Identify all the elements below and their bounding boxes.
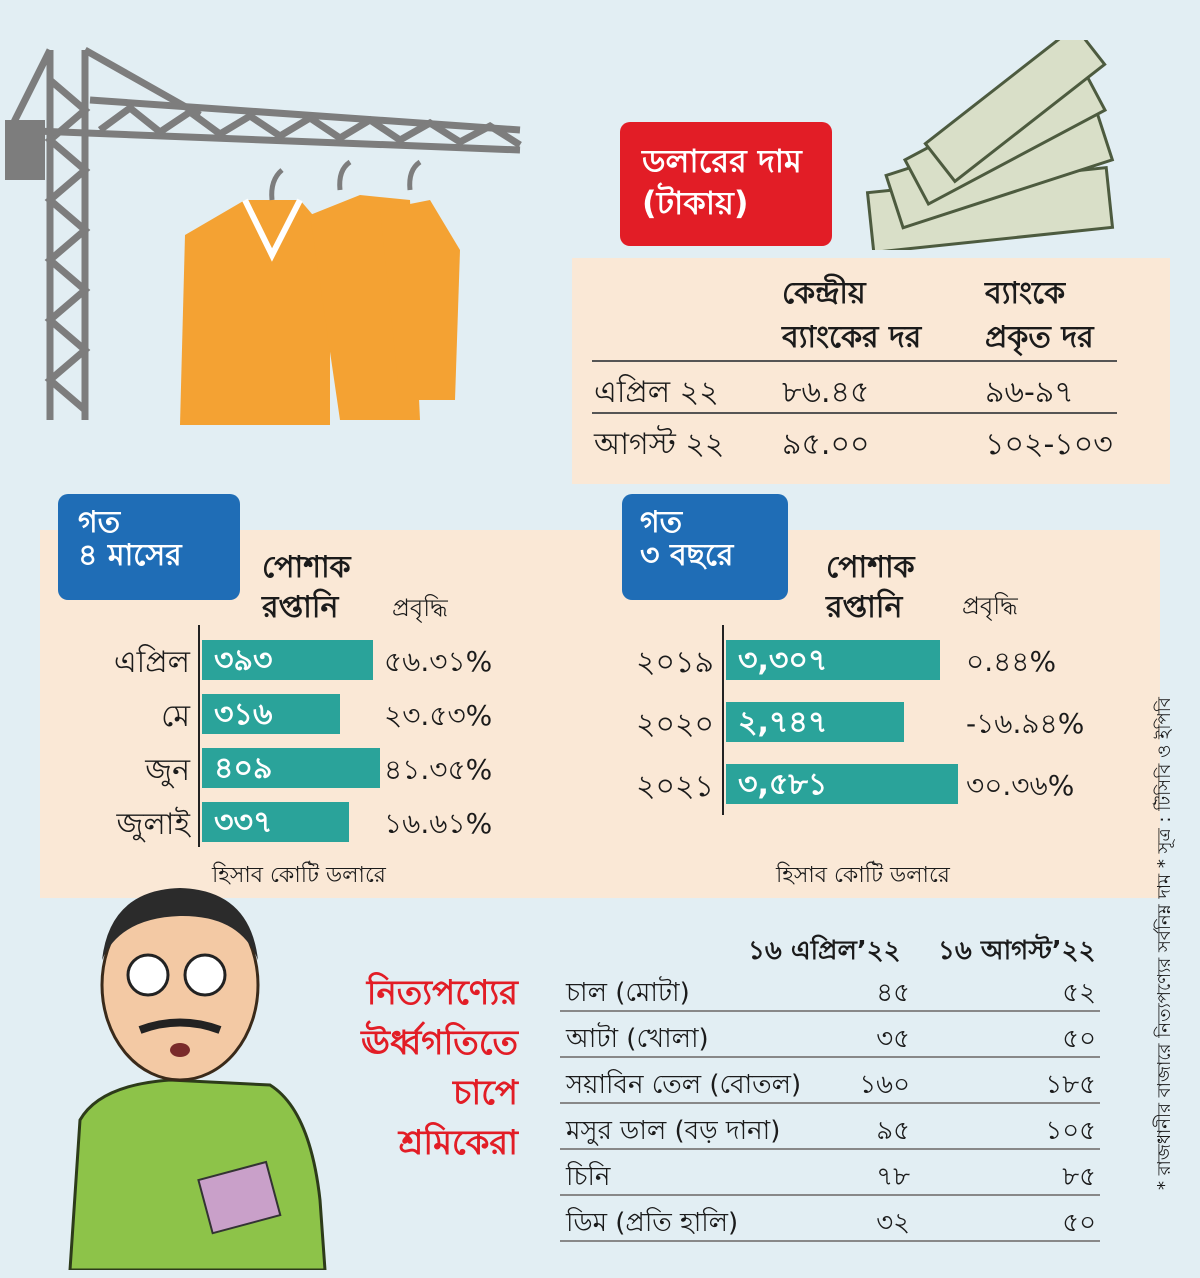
dollar-row-central: ৮৬.৪৫ — [782, 375, 870, 410]
months-unit-note: হিসাব কোটি ডলারে — [212, 863, 386, 888]
bar: ৪০৯ — [202, 748, 380, 788]
dollar-row-central: ৯৫.০০ — [782, 427, 870, 462]
prices-col-april: ১৬ এপ্রিল’২২ — [748, 936, 901, 966]
bar-category-label: জুলাই — [116, 807, 191, 842]
price-row: চাল (মোটা) ৪৫ ৫২ — [560, 966, 1100, 1012]
price-item: চিনি — [566, 1162, 611, 1192]
growth-label: ১৬.৬১% — [384, 807, 493, 840]
crane-clothes-illustration — [5, 46, 522, 425]
bar-category-label: মে — [161, 699, 190, 734]
price-item: সয়াবিন তেল (বোতল) — [566, 1070, 802, 1100]
growth-label: ৫৬.৩১% — [384, 645, 493, 678]
growth-label: -১৬.৯৪% — [966, 707, 1085, 740]
price-august: ৮৫ — [1062, 1162, 1096, 1192]
growth-label: ০.৪৪% — [966, 645, 1057, 678]
col-central-bank-rate: কেন্দ্রীয় ব্যাংকের দর — [782, 276, 922, 355]
price-august: ৫০ — [1062, 1208, 1096, 1238]
shirts-icon — [180, 159, 460, 425]
price-row: আটা (খোলা) ৩৫ ৫০ — [560, 1012, 1100, 1058]
col-bank-actual-rate: ব্যাংকে প্রকৃত দর — [985, 276, 1094, 355]
growth-label: ৪১.৩৫% — [384, 753, 493, 786]
years-unit-note: হিসাব কোটি ডলারে — [776, 863, 950, 888]
worker-illustration — [68, 888, 327, 1270]
price-april: ৪৫ — [876, 978, 910, 1008]
price-august: ৫০ — [1062, 1024, 1096, 1054]
bar-category-label: ২০১৯ — [636, 645, 714, 680]
price-april: ৯৫ — [876, 1116, 910, 1146]
bar-category-label: জুন — [145, 753, 190, 788]
price-item: চাল (মোটা) — [566, 978, 690, 1008]
years-col-export: পোশাক রপ্তানি — [826, 550, 915, 625]
dollar-row-label: আগস্ট ২২ — [594, 427, 725, 462]
price-april: ৩৫ — [876, 1024, 910, 1054]
source-footnote: * রাজধানীর বাজারে নিত্যপণ্যের সর্বনিম্ন … — [1154, 697, 1175, 1190]
dollar-row-label: এপ্রিল ২২ — [594, 375, 719, 410]
years-col-growth: প্রবৃদ্ধি — [962, 592, 1018, 620]
price-august: ১০৫ — [1045, 1116, 1096, 1146]
bar-category-label: ২০২১ — [636, 769, 714, 804]
prices-col-august: ১৬ আগস্ট’২২ — [938, 936, 1096, 966]
price-row: চিনি ৭৮ ৮৫ — [560, 1150, 1100, 1196]
price-august: ৫২ — [1062, 978, 1096, 1008]
price-row: মসুর ডাল (বড় দানা) ৯৫ ১০৫ — [560, 1104, 1100, 1150]
bar: ৩,৩০৭ — [726, 640, 940, 680]
bar: ৩৯৩ — [202, 640, 373, 680]
bar-category-label: এপ্রিল — [113, 645, 190, 680]
dollar-rate-header: ডলারের দাম (টাকায়) — [620, 122, 832, 246]
bar-category-label: ২০২০ — [635, 707, 714, 742]
bar: ২,৭৪৭ — [726, 702, 904, 742]
prices-headline: নিত্যপণ্যের ঊর্ধ্বগতিতে চাপে শ্রমিকেরা — [361, 973, 518, 1163]
dollar-bills-icon — [865, 40, 1115, 250]
bar: ৩৩৭ — [202, 802, 349, 842]
price-item: আটা (খোলা) — [566, 1024, 709, 1054]
price-april: ৩২ — [876, 1208, 910, 1238]
price-april: ১৬০ — [859, 1070, 910, 1100]
bar: ৩১৬ — [202, 694, 340, 734]
years-badge: গত ৩ বছরে — [622, 494, 788, 600]
dollar-rate-panel — [572, 258, 1170, 484]
years-axis-line — [722, 625, 724, 815]
price-item: ডিম (প্রতি হালি) — [566, 1208, 739, 1238]
months-col-growth: প্রবৃদ্ধি — [392, 594, 448, 622]
growth-label: ৩০.৩৬% — [966, 769, 1075, 802]
price-row: ডিম (প্রতি হালি) ৩২ ৫০ — [560, 1196, 1100, 1242]
months-axis-line — [198, 625, 200, 847]
price-item: মসুর ডাল (বড় দানা) — [566, 1116, 781, 1146]
divider — [592, 412, 1117, 414]
growth-label: ২৩.৫৩% — [384, 699, 493, 732]
dollar-row-bank: ৯৬-৯৭ — [985, 375, 1074, 410]
dollar-row-bank: ১০২-১০৩ — [985, 427, 1113, 462]
bar: ৩,৫৮১ — [726, 764, 958, 804]
price-row: সয়াবিন তেল (বোতল) ১৬০ ১৮৫ — [560, 1058, 1100, 1104]
price-april: ৭৮ — [876, 1162, 910, 1192]
months-badge: গত ৪ মাসের — [58, 494, 240, 600]
months-col-export: পোশাক রপ্তানি — [262, 550, 351, 625]
price-august: ১৮৫ — [1045, 1070, 1096, 1100]
divider — [592, 360, 1117, 362]
